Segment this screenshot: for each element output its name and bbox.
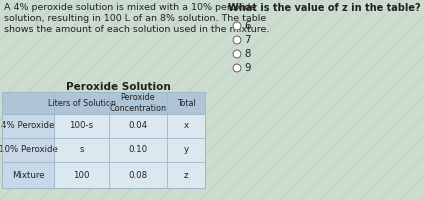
Text: shows the amount of each solution used in the mixture.: shows the amount of each solution used i… [4, 25, 269, 34]
Text: x: x [184, 121, 189, 130]
Circle shape [233, 22, 241, 30]
Text: z: z [184, 170, 188, 180]
Circle shape [233, 36, 241, 44]
Text: Liters of Solution: Liters of Solution [47, 98, 115, 108]
Text: 100: 100 [73, 170, 90, 180]
Text: 7: 7 [244, 35, 250, 45]
Text: 6: 6 [244, 21, 250, 31]
Text: 0.04: 0.04 [129, 121, 148, 130]
Text: solution, resulting in 100 L of an 8% solution. The table: solution, resulting in 100 L of an 8% so… [4, 14, 266, 23]
FancyBboxPatch shape [2, 92, 54, 188]
Text: Peroxide Solution: Peroxide Solution [66, 82, 170, 92]
Text: 100-s: 100-s [69, 121, 93, 130]
Text: 8: 8 [244, 49, 250, 59]
Text: Total: Total [177, 98, 195, 108]
Text: Mixture: Mixture [12, 170, 44, 180]
FancyBboxPatch shape [2, 92, 205, 114]
Text: y: y [184, 146, 189, 154]
Text: 4% Peroxide: 4% Peroxide [1, 121, 55, 130]
Text: 0.08: 0.08 [129, 170, 148, 180]
Text: What is the value of z in the table?: What is the value of z in the table? [228, 3, 420, 13]
Text: 9: 9 [244, 63, 250, 73]
Circle shape [233, 50, 241, 58]
Text: 10% Peroxide: 10% Peroxide [0, 146, 58, 154]
Text: A 4% peroxide solution is mixed with a 10% peroxide: A 4% peroxide solution is mixed with a 1… [4, 3, 256, 12]
Text: 0.10: 0.10 [129, 146, 148, 154]
Circle shape [233, 64, 241, 72]
FancyBboxPatch shape [2, 92, 54, 114]
FancyBboxPatch shape [2, 92, 205, 188]
Text: s: s [79, 146, 84, 154]
Text: Peroxide
Concentration: Peroxide Concentration [110, 93, 167, 113]
